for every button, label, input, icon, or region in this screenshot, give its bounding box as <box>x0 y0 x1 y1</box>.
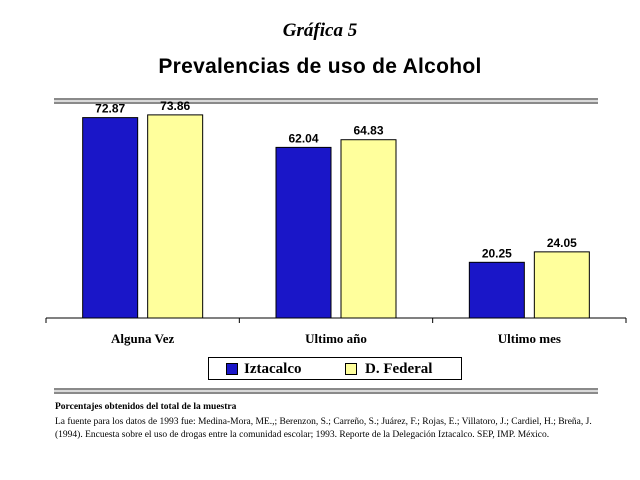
top-divider <box>54 98 598 104</box>
chart-kicker: Gráfica 5 <box>282 20 358 41</box>
bar-chart: 72.87 73.86 Alguna Vez 62.04 64.83 Ultimo año… <box>45 99 627 346</box>
legend: Iztacalco D. Federal <box>208 357 462 380</box>
bar-0-1 <box>275 146 332 319</box>
chart-title: Prevalencias de uso de Alcohol <box>158 55 482 78</box>
data-label: 72.87 <box>95 102 125 116</box>
x-tick-label: Alguna Vez <box>111 331 174 346</box>
bar-1-2 <box>533 251 590 319</box>
legend-swatch-dfederal <box>345 363 357 375</box>
footnote-source: La fuente para los datos de 1993 fue: Me… <box>55 417 592 440</box>
x-tick-label: Ultimo mes <box>498 331 561 346</box>
legend-swatch-iztacalco <box>226 363 238 375</box>
legend-label-iztacalco: Iztacalco <box>244 361 302 377</box>
data-label: 64.83 <box>353 124 383 138</box>
bar-0-2 <box>468 261 525 319</box>
data-label: 20.25 <box>482 246 512 260</box>
footnote-heading: Porcentajes obtenidos del total de la mu… <box>55 402 237 412</box>
bar-0-0 <box>82 117 139 319</box>
bottom-divider <box>54 388 598 394</box>
data-label: 62.04 <box>288 131 318 145</box>
bar-1-0 <box>147 114 204 319</box>
data-label: 24.05 <box>547 236 577 250</box>
legend-label-dfederal: D. Federal <box>365 361 433 377</box>
data-label: 73.86 <box>160 99 190 113</box>
bar-1-1 <box>340 139 397 319</box>
x-tick-label: Ultimo año <box>305 331 367 346</box>
footnotes: Porcentajes obtenidos del total de la mu… <box>55 401 595 442</box>
